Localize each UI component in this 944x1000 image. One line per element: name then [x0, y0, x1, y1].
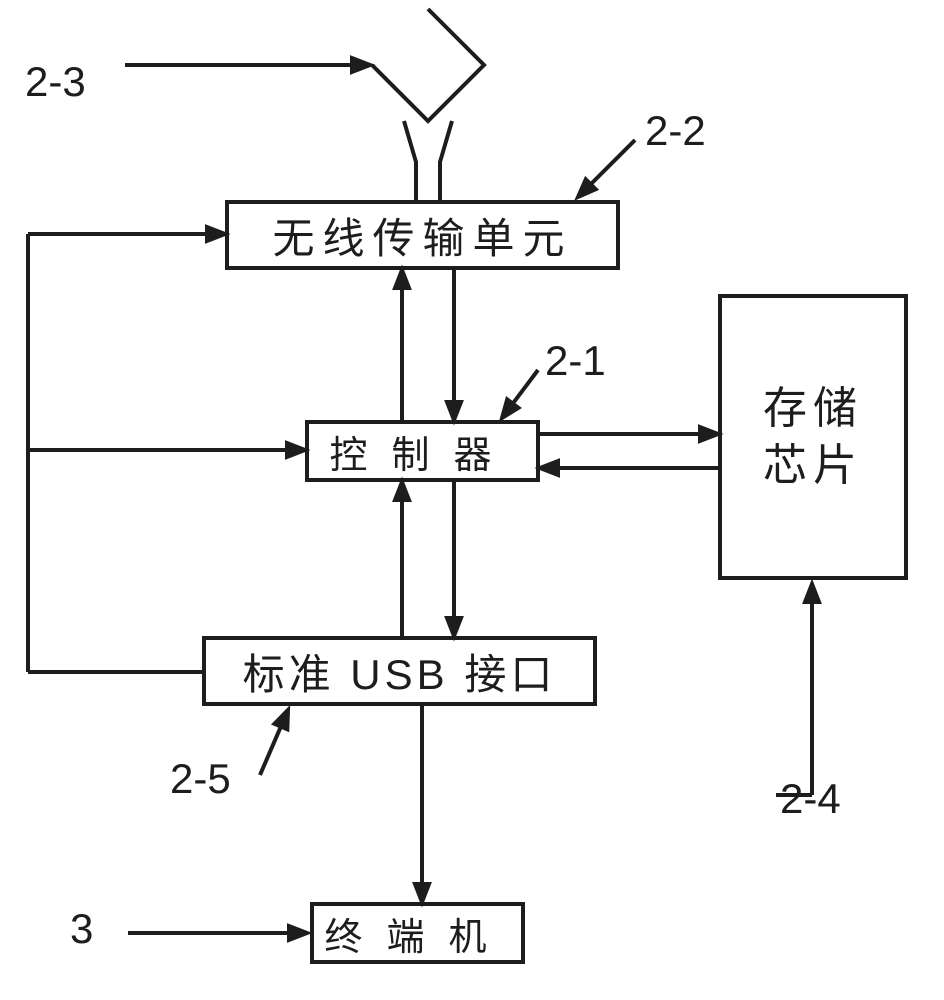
storage-label: 存储芯片 [763, 380, 863, 494]
wireless-label: 无线传输单元 [272, 205, 572, 266]
label-2-3: 2-3 [25, 58, 86, 106]
controller-label: 控制器 [329, 424, 515, 479]
label-2-4: 2-4 [780, 775, 841, 823]
label-2-2: 2-2 [645, 107, 706, 155]
storage-box: 存储芯片 [718, 294, 908, 580]
label-3: 3 [70, 905, 93, 953]
terminal-box: 终端机 [310, 902, 525, 964]
terminal-label: 终端机 [324, 906, 510, 961]
usb-box: 标准 USB 接口 [202, 636, 597, 706]
label-2-1: 2-1 [545, 337, 606, 385]
usb-label: 标准 USB 接口 [243, 641, 557, 702]
controller-box: 控制器 [305, 420, 540, 482]
wireless-box: 无线传输单元 [225, 200, 620, 270]
label-2-5: 2-5 [170, 755, 231, 803]
diagram-canvas: 无线传输单元 控制器 标准 USB 接口 终端机 存储芯片 2-3 2-2 2-… [0, 0, 944, 1000]
